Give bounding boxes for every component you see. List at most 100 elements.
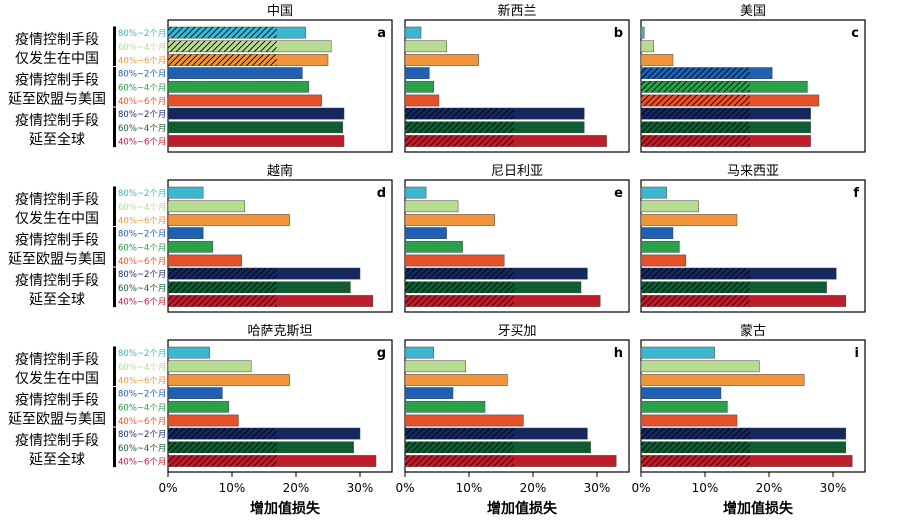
bar [167,227,204,239]
bar-hatch [168,268,277,280]
scenario-label: 80%~2个月 [118,230,166,240]
panel-letter: d [377,186,386,201]
group-label: 延至全球 [29,451,85,468]
panel-letter: h [614,346,623,361]
panel-title: 哈萨克斯坦 [247,324,312,339]
bar [640,54,674,66]
bar [404,94,440,107]
panel-letter: g [377,346,386,361]
scenario-label: 40%~6个月 [118,458,166,468]
group-bracket [113,67,116,107]
bar [167,240,214,253]
bar [640,254,687,267]
bar [167,254,242,267]
group-label: 疫情控制手段 [15,273,99,289]
bar-hatch [405,108,514,120]
bar [640,40,655,53]
panel-letter: f [853,186,859,201]
x-axis-label: 增加值损失 [723,500,794,517]
scenario-label: 80%~2个月 [118,110,166,120]
group-bracket [113,107,116,148]
group-label: 疫情控制手段 [15,352,99,368]
scenario-label: 40%~6个月 [118,377,166,387]
group-label: 疫情控制手段 [15,73,99,89]
panel-h: 牙买加 h [404,324,630,473]
bar-hatch [641,94,750,107]
x-tick-label: 30% [584,481,611,495]
bar [167,135,345,147]
scenario-label: 40%~6个月 [118,57,166,67]
scenario-label: 80%~2个月 [118,70,166,80]
group-bracket [113,227,116,267]
group-label: 疫情控制手段 [15,192,99,208]
panel-title: 美国 [740,4,766,19]
scenario-label: 80%~2个月 [118,349,166,359]
bar [640,387,722,399]
bar-hatch [641,268,750,280]
panel-letter: i [855,346,859,361]
bar [640,346,715,359]
bar [640,186,667,199]
scenario-label: 40%~6个月 [118,97,166,107]
panel-d: 越南 d [167,163,393,313]
group-label: 疫情控制手段 [15,32,99,48]
bar [640,26,645,39]
bar-hatch [168,295,277,307]
bar [640,214,738,226]
panel-letter: b [614,26,623,41]
row-legend: 疫情控制手段仅发生在中国80%~2个月60%~4个月40%~6个月疫情控制手段延… [8,26,166,468]
bar-hatch [641,441,750,453]
bar [404,214,495,226]
panel-letter: e [614,186,623,201]
bar [404,374,508,386]
panel-letter: c [851,26,859,41]
x-tick-label: 10% [219,481,246,495]
panel-title: 尼日利亚 [491,164,543,179]
scenario-label: 60%~4个月 [118,363,166,373]
x-tick-label: 10% [456,481,483,495]
bar-hatch [405,135,514,147]
bar [167,94,322,107]
panel-a: 中国 a [167,4,393,153]
group-bracket [113,427,116,468]
x-tick-label: 10% [692,481,719,495]
group-bracket [113,186,116,227]
bar-hatch [168,54,277,66]
bar [167,360,252,373]
panel-b: 新西兰 b [404,3,630,153]
panels: 中国 a 新西兰 b 美国 c 越南 d 尼日利亚 e 马来西亚 f 哈萨克斯坦 g 牙买加 h 蒙古 i [167,3,866,473]
x-tick-label: 30% [820,481,847,495]
bar [167,186,204,199]
bar [167,387,223,399]
bar-hatch [168,455,277,467]
bar [640,400,728,413]
scenario-label: 80%~2个月 [118,270,166,280]
group-bracket [113,26,116,67]
bar-hatch [641,108,750,120]
bar-hatch [641,281,750,293]
bar [640,200,699,213]
x-tick-label: 20% [520,481,547,495]
bar [167,200,246,213]
bar-hatch [168,27,277,39]
x-tick-label: 20% [283,481,310,495]
group-label: 疫情控制手段 [15,433,99,449]
bar [167,67,303,79]
bar [404,80,435,93]
scenario-label: 60%~4个月 [118,403,166,413]
bar [167,414,239,427]
bar-hatch [405,121,514,133]
bar-hatch [168,40,277,52]
bar [404,54,479,66]
bar-hatch [168,428,277,440]
bar [167,121,343,134]
bar-hatch [641,428,750,440]
bar-hatch [405,428,514,440]
panel-f: 马来西亚 f [640,164,866,313]
panel-title: 蒙古 [740,324,766,339]
panel-g: 哈萨克斯坦 g [167,324,393,473]
scenario-label: 60%~4个月 [118,43,166,53]
scenario-label: 60%~4个月 [118,284,166,294]
scenario-label: 60%~4个月 [118,203,166,213]
scenario-label: 80%~2个月 [118,390,166,400]
